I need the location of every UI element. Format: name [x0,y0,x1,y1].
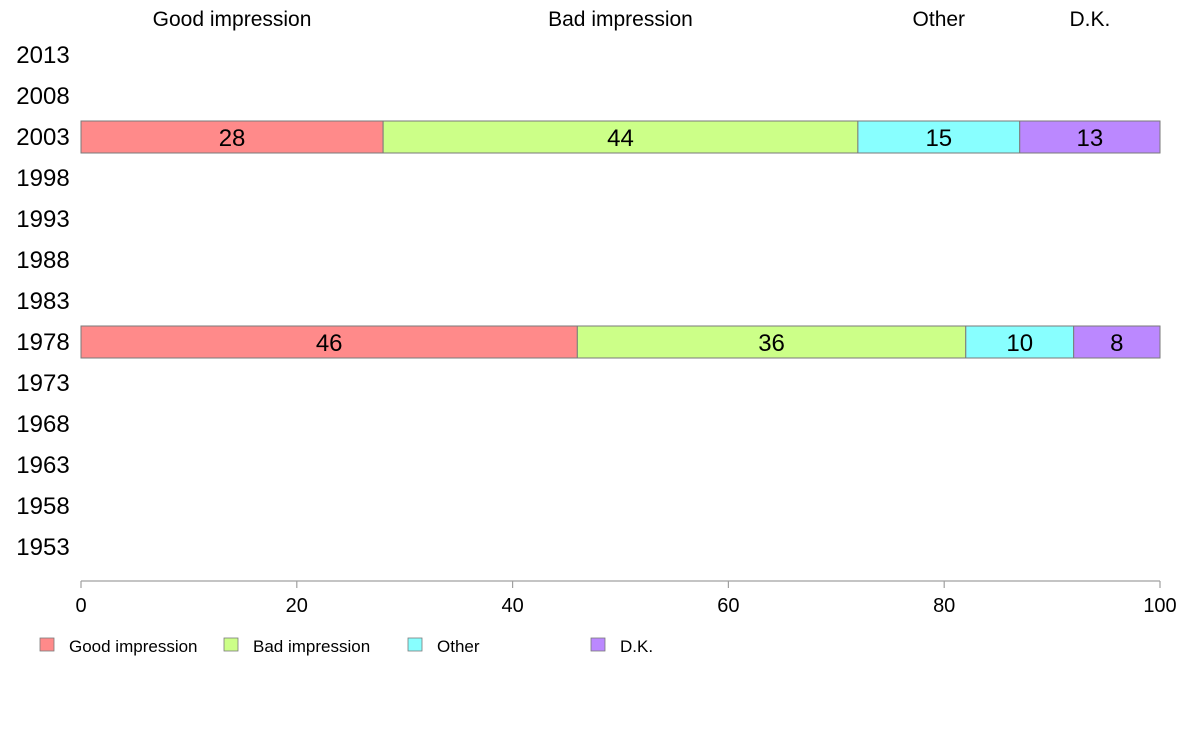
bar-label-2003-3: 13 [1077,125,1104,152]
year-label-1958: 1958 [16,493,69,520]
year-label-2008: 2008 [16,83,69,110]
category-header-1: Bad impression [548,8,693,31]
category-header-0: Good impression [153,8,312,31]
bar-2003-other [857,120,1021,154]
legend-swatch-2 [407,637,423,652]
legend-swatch-3 [590,637,606,652]
x-tick-label-20: 20 [286,595,308,617]
category-headers: Good impression Bad impression Other D.K. [153,8,1111,31]
legend-label-3: D.K. [620,637,653,656]
x-tick-label-80: 80 [933,595,955,617]
year-label-1998: 1998 [16,165,69,192]
category-header-2: Other [913,8,966,31]
legend-swatch-0 [39,637,55,652]
x-tick-label-0: 0 [75,595,86,617]
year-label-1983: 1983 [16,288,69,315]
bar-1978-good-impression [80,325,578,359]
legend-swatch-1 [223,637,239,652]
year-label-1963: 1963 [16,452,69,479]
year-labels: 2013 2008 2003 1998 1993 1988 1983 1978 1973 1968… [16,42,69,561]
bar-label-1978-2: 10 [1006,330,1033,357]
year-label-1978: 1978 [16,329,69,356]
legend-label-0: Good impression [69,637,198,656]
x-tick-label-100: 100 [1143,595,1176,617]
bar-label-2003-0: 28 [219,125,246,152]
bar-1978-d-k [1073,325,1161,359]
bar-1978-bad-impression [576,325,967,359]
bar-label-2003-2: 15 [925,125,952,152]
legend-label-1: Bad impression [253,637,370,656]
bar-2003-d-k [1019,120,1161,154]
legend-label-2: Other [437,637,480,656]
year-label-1988: 1988 [16,247,69,274]
category-header-3: D.K. [1069,8,1110,31]
bar-label-2003-1: 44 [607,125,634,152]
x-tick-label-40: 40 [501,595,523,617]
x-tick-label-60: 60 [717,595,739,617]
year-label-2003: 2003 [16,124,69,151]
year-label-1953: 1953 [16,534,69,561]
bars: 28 44 15 13 46 36 10 8 [80,120,1161,359]
year-label-1993: 1993 [16,206,69,233]
bar-label-1978-3: 8 [1110,330,1123,357]
bar-label-1978-1: 36 [758,330,785,357]
x-axis: 0 20 40 60 80 100 [75,580,1177,617]
bar-1978-other [965,325,1075,359]
bar-label-1978-0: 46 [316,330,343,357]
legend: Good impression Bad impression Other D.K. [39,637,653,656]
bar-2003-bad-impression [382,120,859,154]
bar-2003-good-impression [80,120,384,154]
year-label-1973: 1973 [16,370,69,397]
year-label-1968: 1968 [16,411,69,438]
year-label-2013: 2013 [16,42,69,69]
